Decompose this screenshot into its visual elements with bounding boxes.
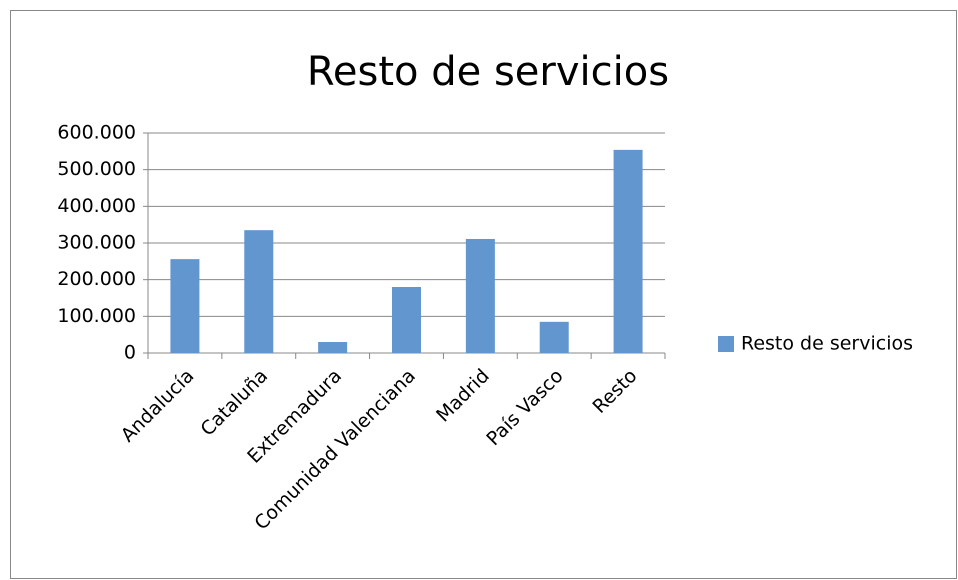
bar bbox=[465, 238, 495, 353]
y-tick-label: 100.000 bbox=[57, 305, 136, 327]
y-tick-label: 200.000 bbox=[57, 268, 136, 290]
y-tick-label: 300.000 bbox=[57, 232, 136, 254]
y-tick-label: 600.000 bbox=[57, 122, 136, 144]
y-tick-label: 400.000 bbox=[57, 195, 136, 217]
bar bbox=[392, 287, 421, 353]
bar bbox=[539, 321, 569, 353]
bar bbox=[318, 342, 348, 353]
bar bbox=[613, 149, 643, 353]
bar bbox=[170, 259, 200, 353]
bar bbox=[244, 230, 274, 353]
chart-title: Resto de servicios bbox=[307, 49, 669, 95]
legend-swatch bbox=[718, 336, 734, 352]
legend-label: Resto de servicios bbox=[741, 333, 913, 355]
y-tick-label: 0 bbox=[124, 342, 136, 364]
y-tick-label: 500.000 bbox=[57, 158, 136, 180]
